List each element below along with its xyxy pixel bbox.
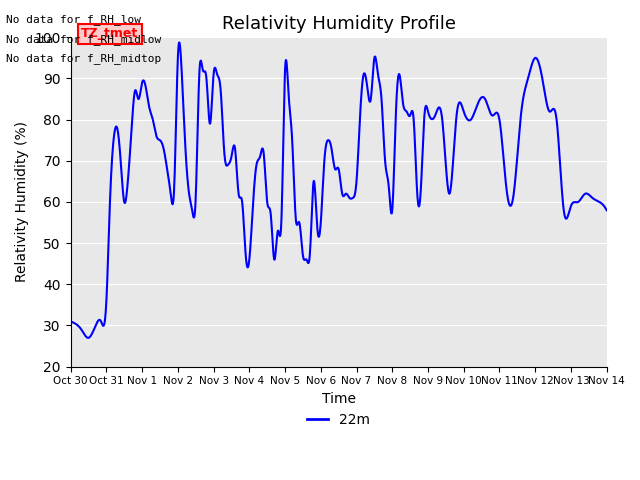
Title: Relativity Humidity Profile: Relativity Humidity Profile bbox=[221, 15, 456, 33]
Text: TZ_tmet: TZ_tmet bbox=[81, 27, 139, 40]
Text: No data for f_RH_midtop: No data for f_RH_midtop bbox=[6, 53, 162, 64]
Text: No data for f_RH_low: No data for f_RH_low bbox=[6, 14, 141, 25]
Text: No data for f_RH_midlow: No data for f_RH_midlow bbox=[6, 34, 162, 45]
Y-axis label: Relativity Humidity (%): Relativity Humidity (%) bbox=[15, 121, 29, 283]
X-axis label: Time: Time bbox=[322, 392, 356, 406]
Legend: 22m: 22m bbox=[301, 407, 376, 432]
